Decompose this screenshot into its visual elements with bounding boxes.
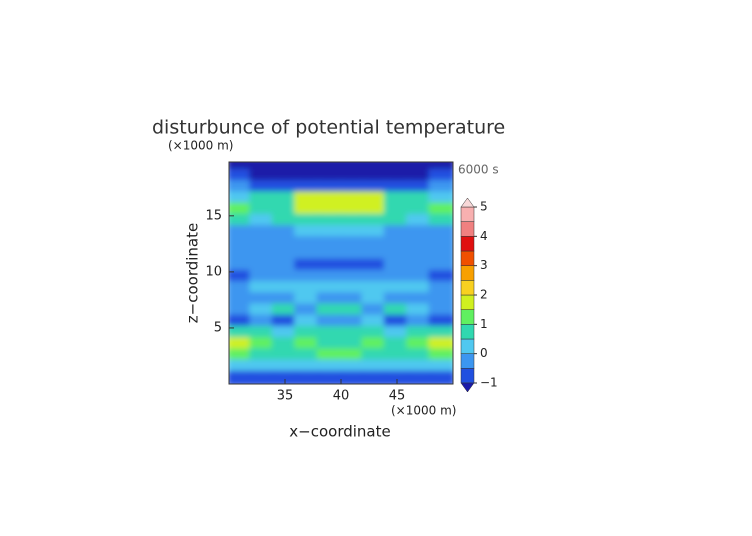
x-tick-label: 40 [333, 389, 350, 404]
colorbar-segment [460, 236, 475, 252]
field-cell [383, 162, 411, 173]
field-cell [229, 162, 254, 173]
y-axis-label: z−coordinate [184, 223, 202, 323]
colorbar-segment [460, 221, 475, 237]
field-cell [316, 162, 343, 173]
colorbar-segment [460, 353, 475, 369]
field-cell [428, 162, 453, 173]
y-unit: (×1000 m) [168, 139, 233, 153]
time-label: 6000 s [458, 163, 499, 177]
field-cell [229, 370, 254, 384]
colorbar-tick-label: 5 [480, 200, 488, 214]
x-tick-label: 35 [277, 389, 294, 404]
field-cell [339, 370, 366, 384]
field-cell [249, 370, 276, 384]
y-tick-label: 10 [205, 264, 222, 279]
y-tick-label: 5 [214, 320, 222, 335]
colorbar-segment [460, 324, 475, 340]
field-cell [271, 370, 299, 384]
colorbar-tick-label: 1 [480, 317, 488, 331]
colorbar-segment [460, 309, 475, 325]
colorbar-segment [460, 294, 475, 310]
colorbar-under [460, 382, 475, 393]
cells [229, 162, 453, 384]
field-cell [406, 370, 433, 384]
colorbar-segment [460, 368, 475, 384]
field [229, 162, 453, 384]
field-cell [361, 370, 388, 384]
field-cell [339, 162, 366, 173]
colorbar-segment [460, 265, 475, 281]
colorbar-segment [460, 338, 475, 354]
colorbar-over [460, 197, 475, 208]
colorbar-tick-label: −1 [480, 376, 498, 390]
field-cell [383, 370, 411, 384]
field-cell [249, 162, 276, 173]
field-cell [294, 162, 321, 173]
colorbar-tick-label: 3 [480, 258, 488, 272]
colorbar-tick-label: 4 [480, 229, 488, 243]
field-cell [271, 162, 299, 173]
x-tick-label: 45 [389, 389, 406, 404]
chart-title: disturbunce of potential temperature [152, 117, 505, 139]
field-cell [428, 370, 453, 384]
x-axis-label: x−coordinate [289, 423, 390, 441]
colorbar-segment [460, 250, 475, 266]
y-tick-label: 15 [205, 208, 222, 223]
field-cell [361, 162, 388, 173]
colorbar-tick-label: 0 [480, 346, 488, 360]
colorbar-segment [460, 206, 475, 222]
field-cell [406, 162, 433, 173]
x-unit: (×1000 m) [391, 404, 456, 418]
colorbar-tick-label: 2 [480, 288, 488, 302]
field-cell [294, 370, 321, 384]
colorbar-segment [460, 280, 475, 296]
field-cell [316, 370, 343, 384]
